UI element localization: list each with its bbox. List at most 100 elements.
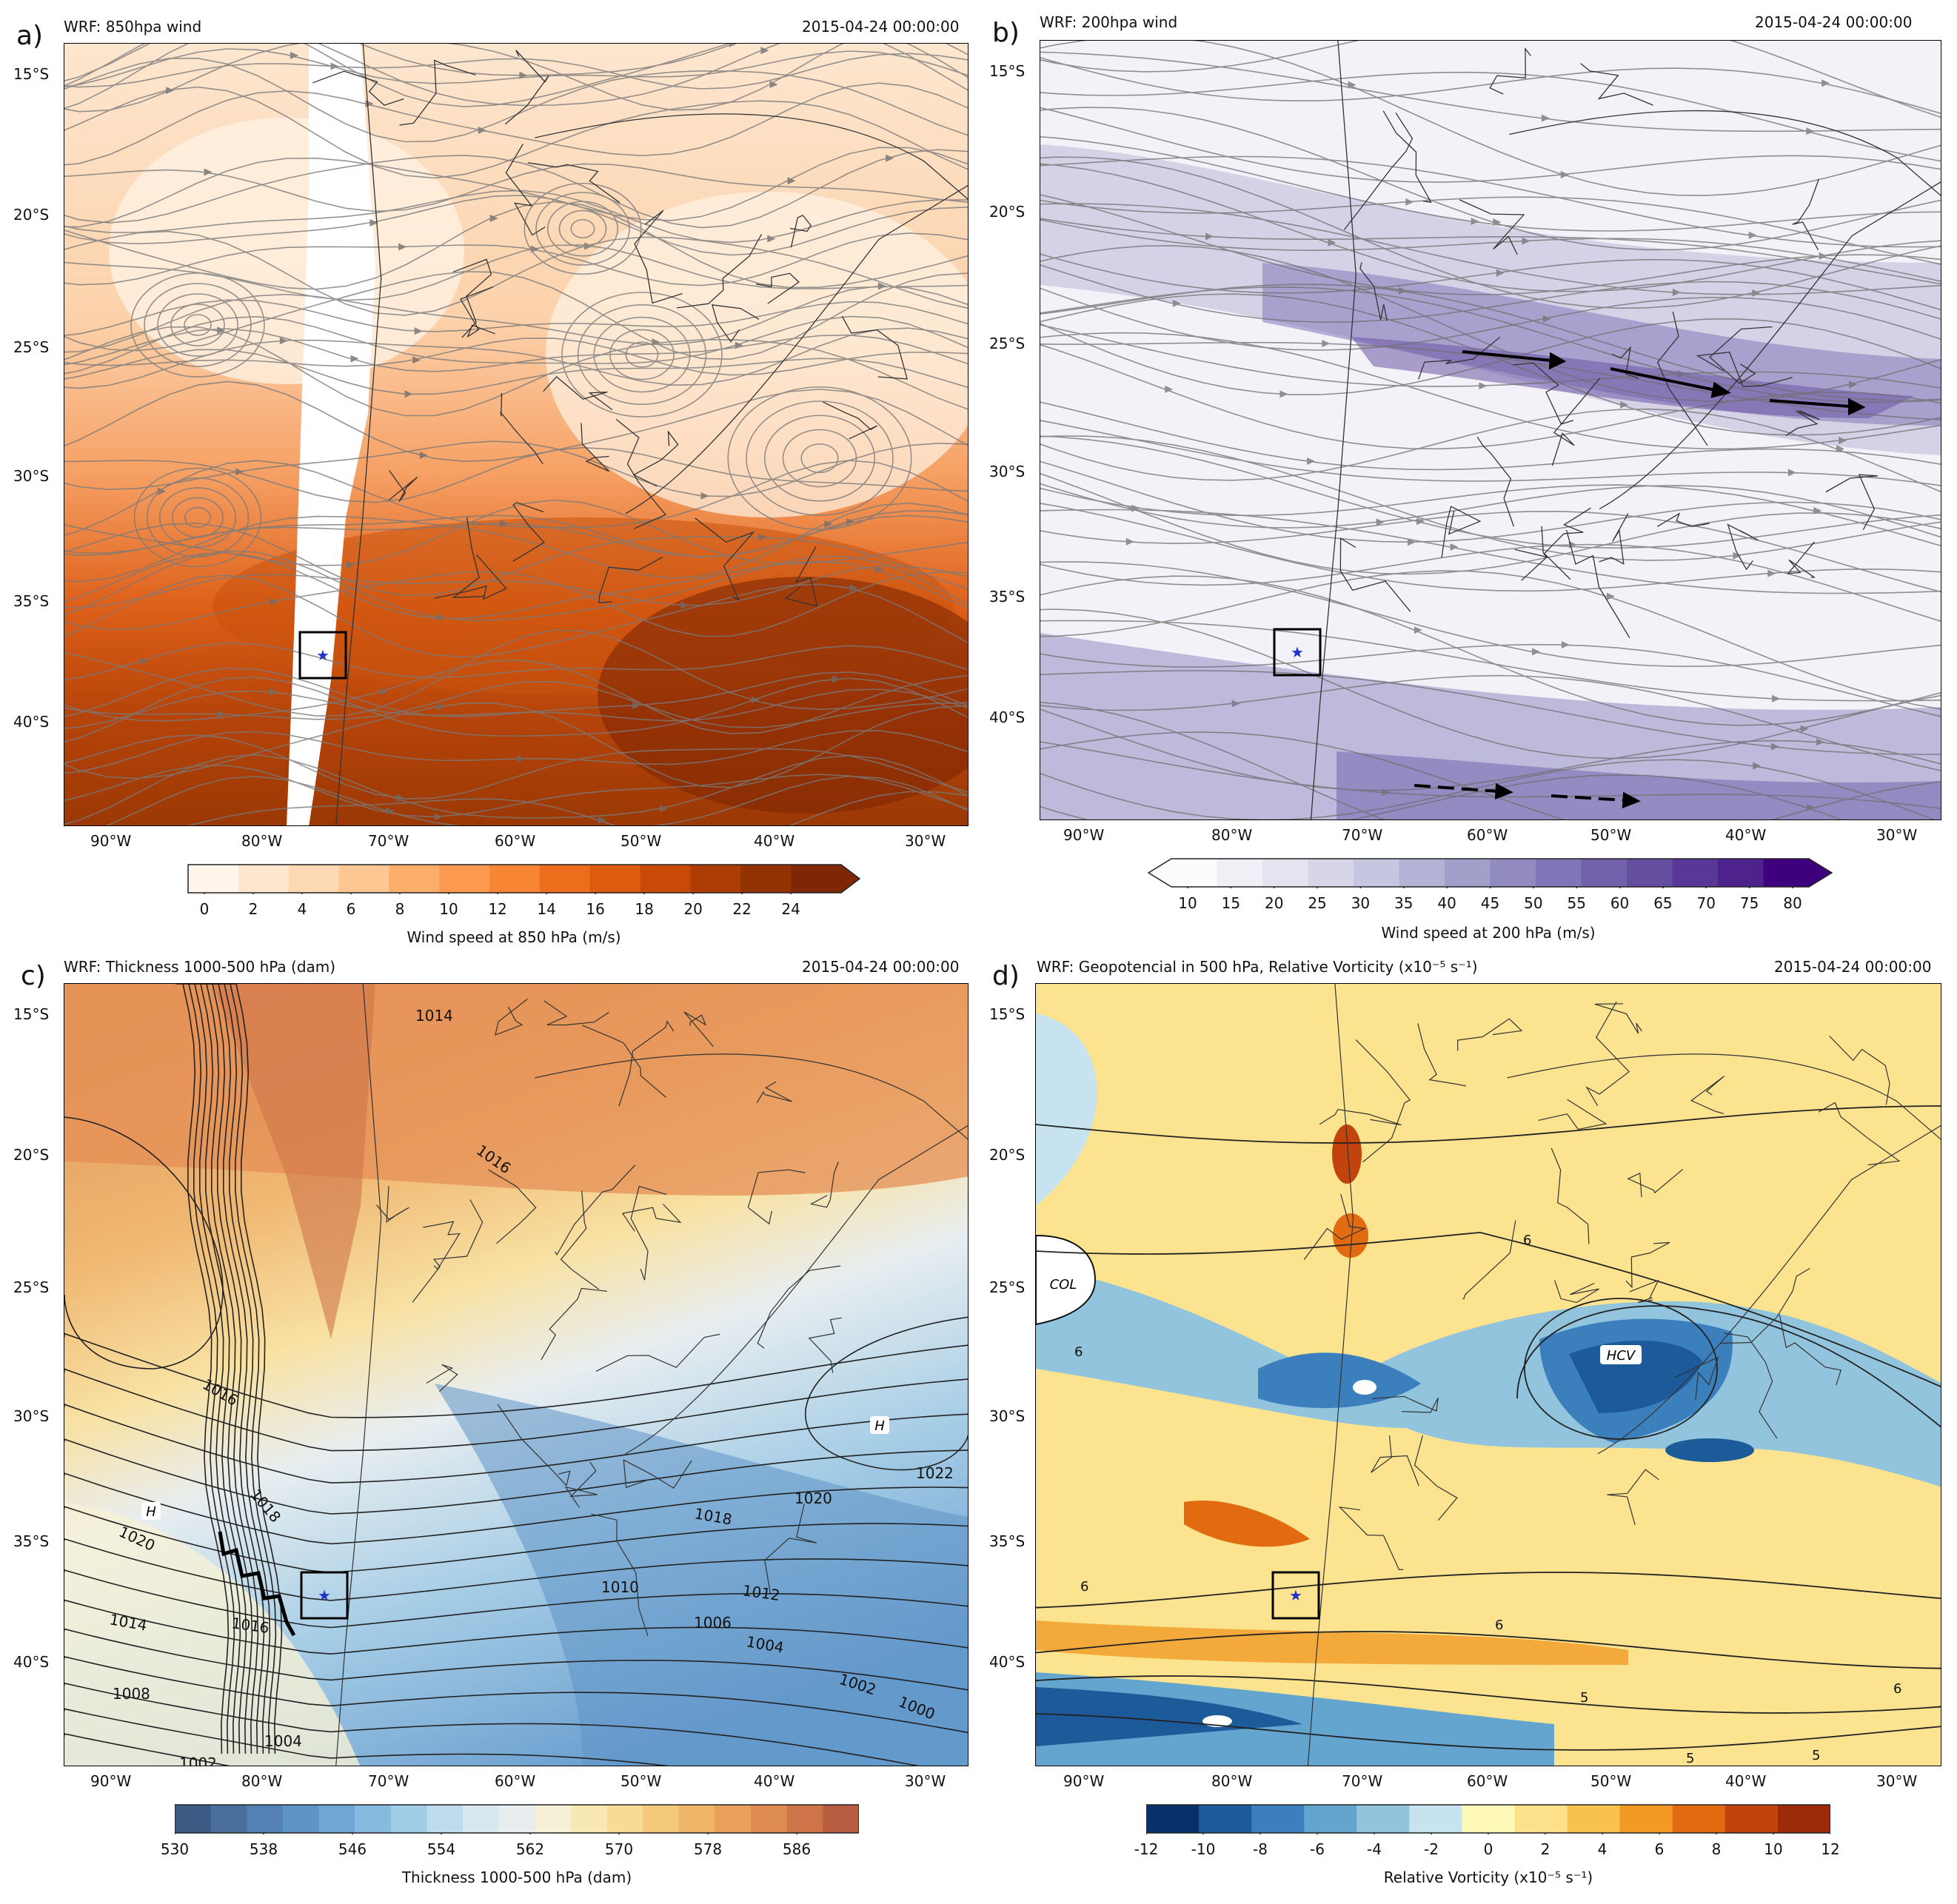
lon-label: 60°W: [1467, 1772, 1508, 1790]
colorbar-swatch: [715, 1805, 752, 1833]
lon-label: 90°W: [1063, 1772, 1105, 1790]
colorbar-tick-label: 586: [782, 1840, 812, 1858]
lat-label: 30°S: [989, 463, 1026, 480]
panel-timestamp: 2015-04-24 00:00:00: [802, 18, 960, 36]
lat-label: 30°S: [989, 1407, 1026, 1425]
colorbar-swatch: [1619, 1805, 1673, 1833]
lat-label: 35°S: [13, 592, 50, 610]
lat-label: 25°S: [13, 338, 50, 356]
svg-text:★: ★: [316, 646, 329, 664]
colorbar-tick-label: -2: [1424, 1840, 1439, 1858]
lat-label: 35°S: [13, 1532, 50, 1550]
lon-label: 80°W: [241, 832, 283, 850]
colorbar-swatch: [1251, 1805, 1305, 1833]
lon-label: 90°W: [1063, 826, 1105, 844]
contour-label: 6: [1523, 1233, 1531, 1248]
colorbar-tick-label: 55: [1567, 894, 1586, 912]
lon-label: 80°W: [1211, 1772, 1253, 1790]
colorbar-swatch: [338, 865, 389, 893]
panel-title: WRF: 200hpa wind: [1040, 13, 1178, 31]
lat-label: 15°S: [13, 65, 50, 83]
contour-label: 6: [1080, 1579, 1088, 1595]
colorbar-tick-label: -12: [1134, 1840, 1159, 1858]
colorbar-tick-label: 554: [426, 1840, 456, 1858]
colorbar-swatch: [463, 1805, 500, 1833]
colorbar-swatch: [539, 865, 591, 893]
colorbar-tick-label: 10: [1764, 1840, 1783, 1858]
contour-label: 6: [1893, 1681, 1901, 1697]
colorbar-swatch: [1672, 1805, 1726, 1833]
lon-label: 80°W: [241, 1772, 283, 1790]
colorbar-swatch: [1627, 859, 1673, 887]
colorbar-swatch: [690, 865, 741, 893]
colorbar-tick-label: 22: [732, 900, 752, 918]
colorbar-tick-label: -8: [1253, 1840, 1268, 1858]
svg-text:1020: 1020: [794, 1489, 832, 1507]
colorbar-swatch: [1171, 859, 1217, 887]
colorbar-tick-label: 24: [781, 900, 800, 918]
panel-title: WRF: Geopotencial in 500 hPa, Relative V…: [1037, 958, 1478, 976]
colorbar-tick-label: 4: [297, 900, 307, 918]
colorbar-tick-label: 60: [1610, 894, 1630, 912]
colorbar-swatch: [1718, 859, 1764, 887]
svg-text:1004: 1004: [264, 1732, 302, 1750]
colorbar-swatch: [1304, 1805, 1357, 1833]
svg-text:★: ★: [318, 1586, 331, 1604]
lon-label: 60°W: [495, 832, 536, 850]
contour-label: 6: [1074, 1344, 1083, 1360]
colorbar-swatch: [282, 1805, 320, 1833]
colorbar-tick-label: 570: [604, 1840, 634, 1858]
colorbar-label: Relative Vorticity (x10⁻⁵ s⁻¹): [1383, 1868, 1593, 1886]
lon-label: 40°W: [1725, 1772, 1767, 1790]
map-vorticity: COL HCV 6 6 6 6 6 5 5 5 ★: [1035, 983, 1941, 1766]
colorbar-tick-label: 16: [586, 900, 605, 918]
svg-text:1010: 1010: [601, 1578, 639, 1596]
lat-label: 30°S: [13, 1407, 50, 1425]
colorbar-svg: [1146, 1804, 1830, 1834]
colorbar-swatch: [1777, 1805, 1830, 1833]
colorbar-swatch: [1409, 1805, 1462, 1833]
panel-letter: d): [992, 961, 1020, 991]
colorbar-swatch: [570, 1805, 608, 1833]
colorbar-svg: [1148, 858, 1833, 888]
col-label: COL: [1050, 1277, 1077, 1293]
colorbar-swatch: [740, 865, 792, 893]
lat-label: 25°S: [989, 1278, 1026, 1296]
lon-label: 30°W: [905, 1772, 946, 1790]
colorbar-swatch: [751, 1805, 788, 1833]
colorbar-swatch: [823, 1805, 859, 1833]
colorbar-label: Wind speed at 200 hPa (m/s): [1381, 924, 1596, 942]
colorbar-swatch: [1724, 1805, 1779, 1833]
colorbar-tick-label: 50: [1524, 894, 1543, 912]
panel-timestamp: 2015-04-24 00:00:00: [1774, 958, 1932, 976]
colorbar-label: Wind speed at 850 hPa (m/s): [407, 928, 621, 946]
colorbar-tick-label: 45: [1480, 894, 1500, 912]
lat-label: 40°S: [13, 1653, 50, 1671]
lon-label: 50°W: [1590, 826, 1632, 844]
lon-label: 30°W: [1876, 826, 1918, 844]
colorbar-tick-label: 530: [160, 1840, 190, 1858]
colorbar-tick-label: 2: [248, 900, 258, 918]
map-thickness: 1014 1016 1016 1018 1020 1018 1020 1022 1010…: [64, 983, 969, 1766]
colorbar-swatch: [1217, 859, 1263, 887]
colorbar-swatch: [489, 865, 541, 893]
lat-label: 20°S: [13, 1146, 50, 1164]
lon-label: 70°W: [368, 832, 409, 850]
colorbar-tick-label: 10: [439, 900, 458, 918]
lon-label: 70°W: [1342, 826, 1383, 844]
lon-label: 80°W: [1211, 826, 1253, 844]
colorbar-swatch: [535, 1805, 572, 1833]
map-svg: COL HCV 6 6 6 6 6 5 5 5 ★: [1036, 984, 1941, 1766]
colorbar-swatch: [678, 1805, 715, 1833]
svg-text:H: H: [874, 1418, 885, 1434]
lon-label: 70°W: [368, 1772, 409, 1790]
colorbar-tick-label: 538: [249, 1840, 278, 1858]
colorbar-swatch: [1146, 1805, 1200, 1833]
colorbar-swatch: [188, 865, 239, 893]
colorbar-label: Thickness 1000-500 hPa (dam): [401, 1868, 632, 1886]
colorbar-tick-label: 70: [1696, 894, 1716, 912]
colorbar-swatch: [791, 865, 842, 893]
lon-label: 70°W: [1342, 1772, 1383, 1790]
colorbar-swatch: [439, 865, 490, 893]
